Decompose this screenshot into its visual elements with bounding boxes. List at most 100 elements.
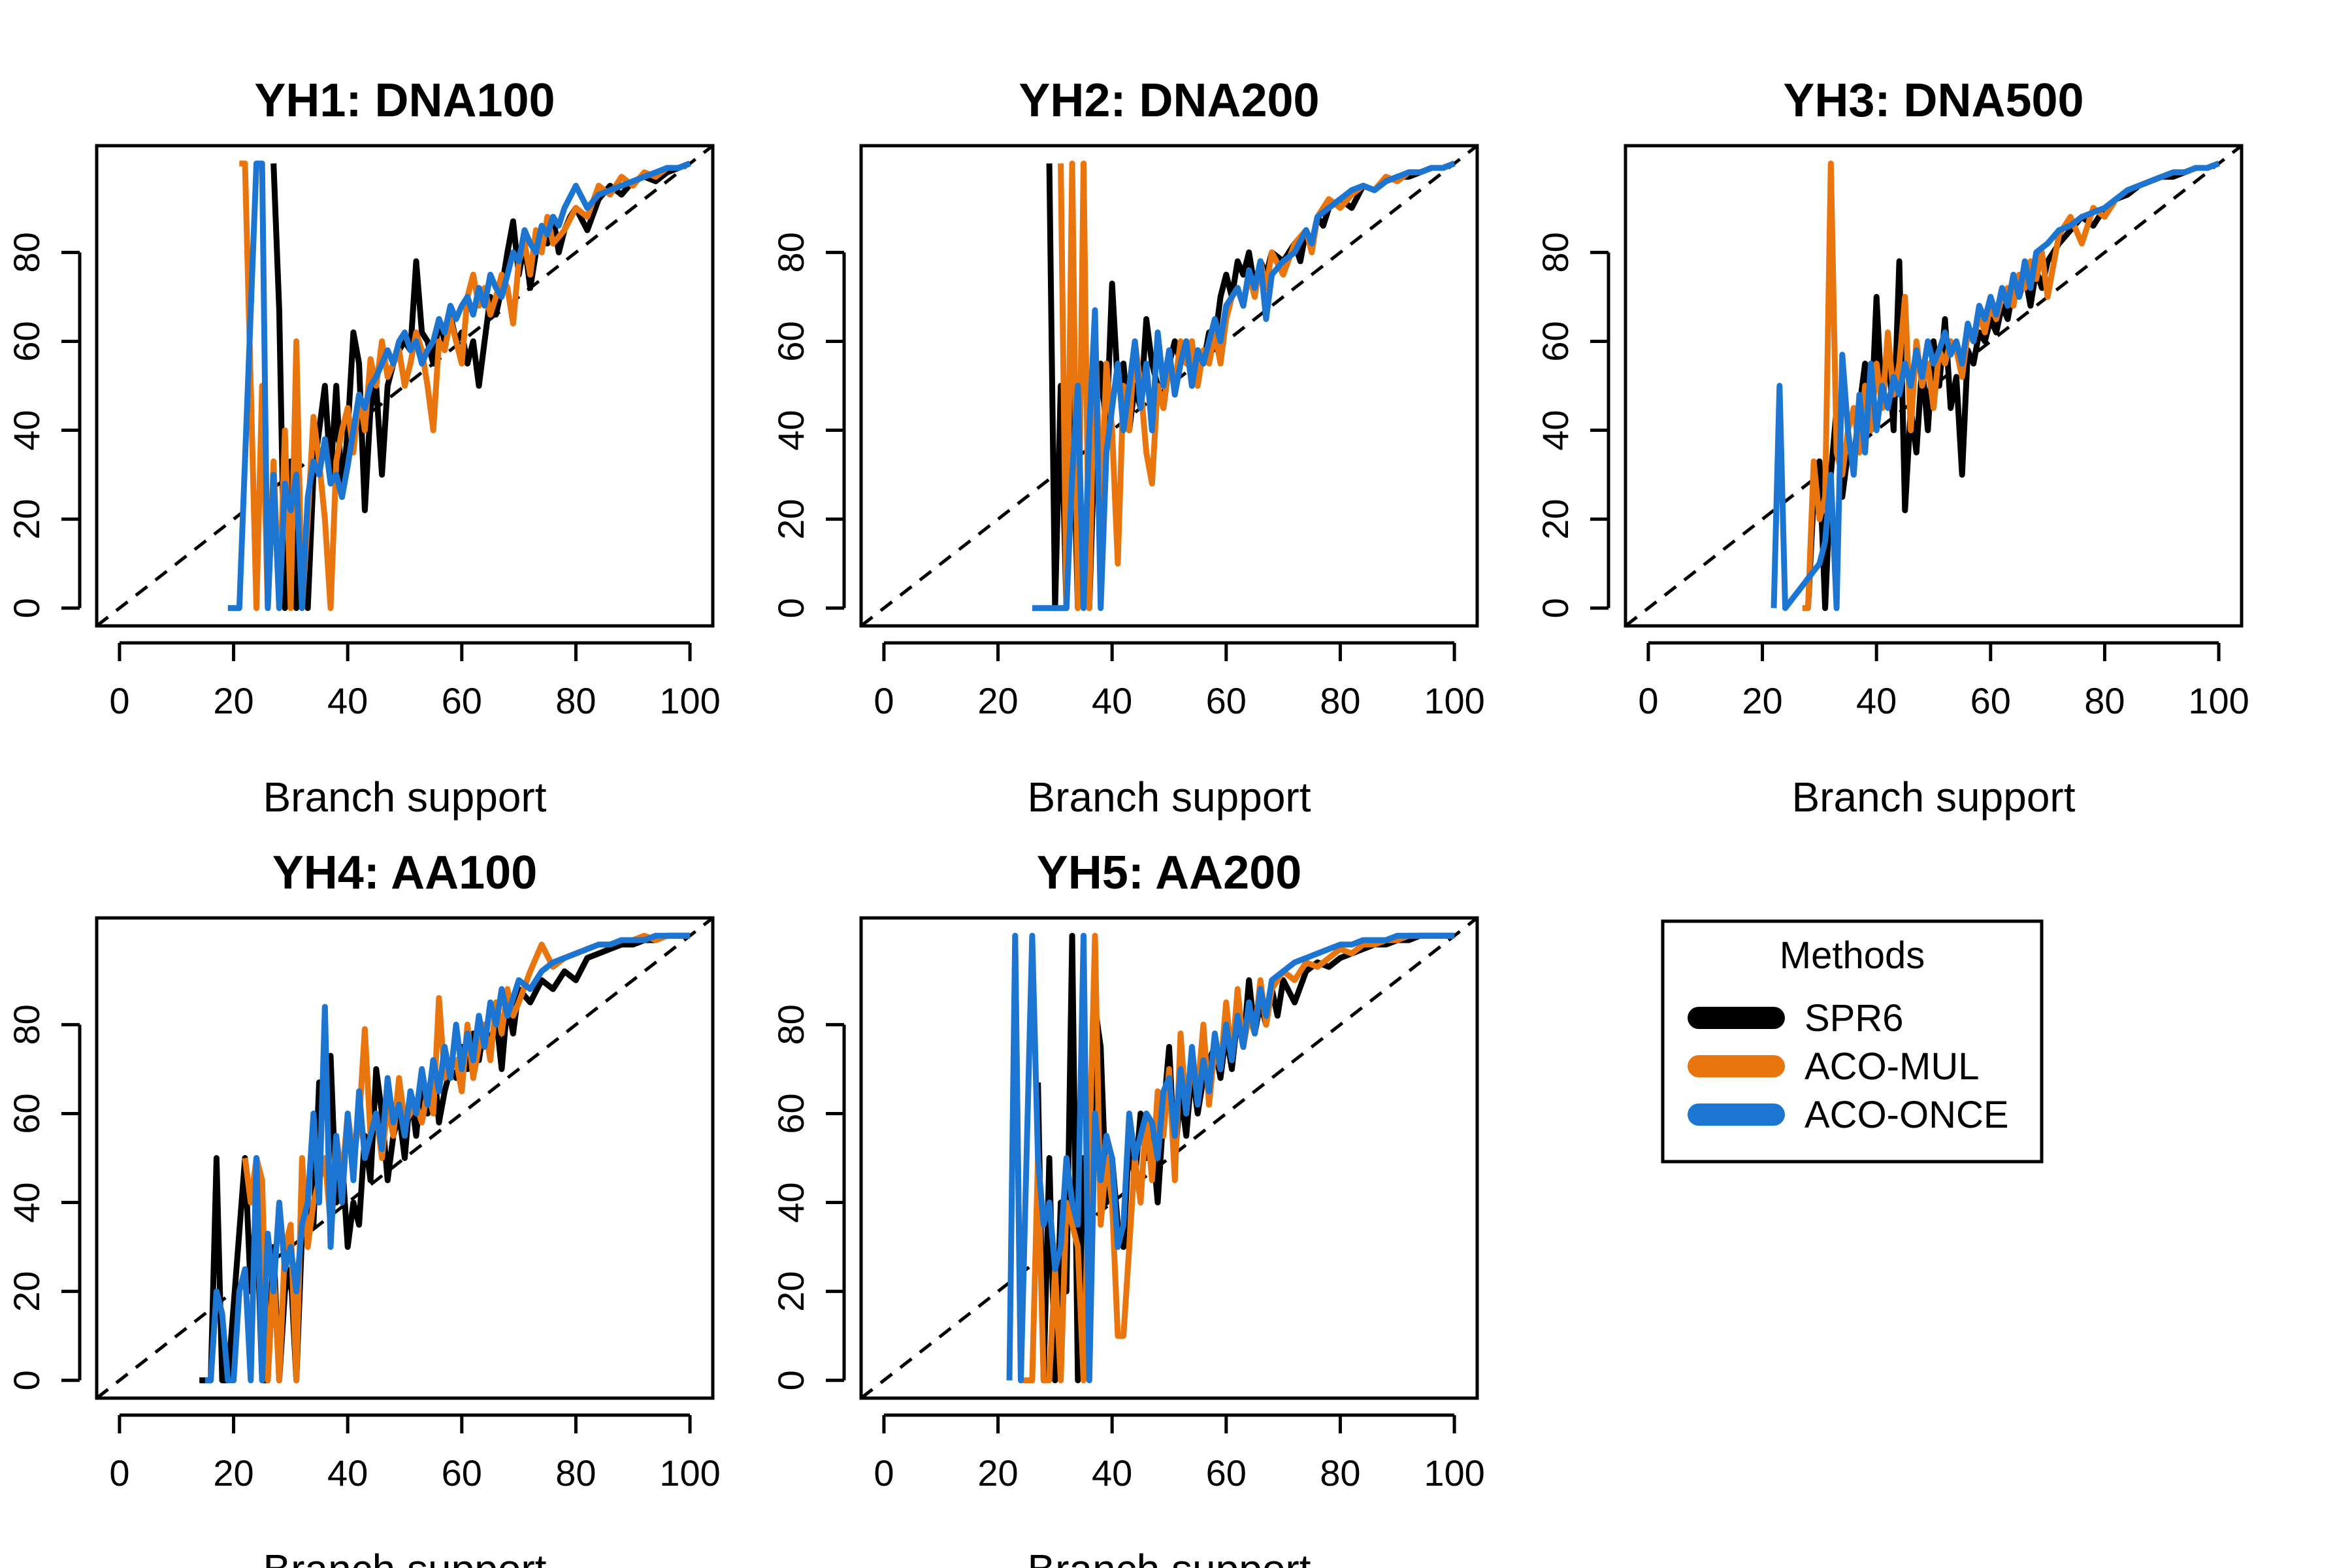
legend: Methods SPR6 ACO-MUL ACO-ONCE bbox=[1661, 919, 2044, 1164]
x-axis-title: Branch support bbox=[1027, 1546, 1311, 1568]
x-tick-label: 40 bbox=[327, 680, 368, 721]
x-axis-title: Branch support bbox=[1791, 774, 2075, 821]
x-tick-label: 60 bbox=[442, 680, 482, 721]
x-tick-label: 80 bbox=[555, 1452, 596, 1494]
y-tick-label: 40 bbox=[770, 1182, 811, 1222]
x-axis-title: Branch support bbox=[1027, 774, 1311, 821]
panel-5: YH5: AA200 0 20 40 60 80 100 Branch support 0 20 4… bbox=[770, 847, 1485, 1568]
x-axis: 0 20 40 60 80 100 Branch support bbox=[109, 641, 721, 821]
x-tick-label: 60 bbox=[1970, 680, 2011, 721]
x-tick-label: 60 bbox=[1206, 680, 1247, 721]
reference-diagonal bbox=[95, 144, 714, 627]
y-tick-label: 0 bbox=[770, 598, 811, 618]
panel-title: YH5: AA200 bbox=[1037, 847, 1302, 899]
plot-frame bbox=[95, 144, 715, 628]
plot-frame bbox=[95, 916, 715, 1400]
y-axis: 0 20 40 60 80 bbox=[770, 232, 846, 618]
series-line-aco-once bbox=[204, 932, 691, 1384]
y-tick-label: 0 bbox=[6, 1370, 47, 1390]
x-tick-label: 100 bbox=[659, 1452, 720, 1494]
y-axis: 0 20 40 60 80 bbox=[6, 232, 82, 618]
x-tick-label: 100 bbox=[1424, 1452, 1484, 1494]
x-tick-label: 60 bbox=[442, 1452, 482, 1494]
panel-1: YH1: DNA100 0 20 40 60 80 100 Branch support 0 20… bbox=[6, 74, 721, 821]
x-tick-label: 20 bbox=[1742, 680, 1782, 721]
x-tick-label: 40 bbox=[327, 1452, 368, 1494]
x-tick-label: 20 bbox=[213, 1452, 253, 1494]
y-tick-label: 20 bbox=[6, 499, 47, 540]
reference-diagonal bbox=[95, 917, 714, 1399]
y-tick-label: 60 bbox=[6, 321, 47, 361]
y-tick-label: 80 bbox=[770, 1004, 811, 1045]
legend-label-aco-mul: ACO-MUL bbox=[1805, 1045, 1979, 1088]
legend-label-spr6: SPR6 bbox=[1805, 997, 1904, 1039]
x-tick-label: 100 bbox=[659, 680, 720, 721]
y-tick-label: 0 bbox=[6, 598, 47, 618]
x-axis-title: Branch support bbox=[263, 774, 546, 821]
x-tick-label: 20 bbox=[977, 680, 1018, 721]
y-tick-label: 40 bbox=[6, 410, 47, 450]
plot-frame bbox=[1624, 144, 2244, 628]
reference-diagonal bbox=[860, 917, 1478, 1399]
y-tick-label: 60 bbox=[1535, 321, 1576, 361]
x-tick-label: 80 bbox=[2084, 680, 2125, 721]
x-tick-label: 0 bbox=[874, 680, 894, 721]
x-tick-label: 60 bbox=[1206, 1452, 1247, 1494]
panel-3: YH3: DNA500 0 20 40 60 80 100 Branch support 0 20… bbox=[1535, 74, 2249, 821]
x-tick-label: 40 bbox=[1092, 680, 1132, 721]
y-tick-label: 0 bbox=[770, 1370, 811, 1390]
series-line-aco-once bbox=[1032, 161, 1456, 612]
x-tick-label: 100 bbox=[1424, 680, 1484, 721]
y-tick-label: 60 bbox=[770, 1093, 811, 1134]
y-tick-label: 40 bbox=[770, 410, 811, 450]
y-tick-label: 80 bbox=[1535, 232, 1576, 272]
x-tick-label: 0 bbox=[874, 1452, 894, 1494]
x-tick-label: 20 bbox=[977, 1452, 1018, 1494]
panel-title: YH3: DNA500 bbox=[1783, 74, 2083, 127]
y-tick-label: 20 bbox=[770, 1271, 811, 1312]
x-axis-title: Branch support bbox=[263, 1546, 546, 1568]
reference-diagonal bbox=[1624, 144, 2243, 627]
x-tick-label: 20 bbox=[213, 680, 253, 721]
x-axis: 0 20 40 60 80 100 Branch support bbox=[874, 641, 1485, 821]
y-axis: 0 20 40 60 80 bbox=[1535, 232, 1610, 618]
y-tick-label: 40 bbox=[1535, 410, 1576, 450]
y-tick-label: 80 bbox=[6, 1004, 47, 1045]
x-tick-label: 0 bbox=[109, 680, 129, 721]
y-tick-label: 60 bbox=[770, 321, 811, 361]
series-line-aco-once bbox=[1006, 932, 1455, 1384]
reference-diagonal bbox=[860, 144, 1478, 627]
panel-title: YH4: AA100 bbox=[272, 847, 538, 899]
y-tick-label: 0 bbox=[1535, 598, 1576, 618]
x-tick-label: 80 bbox=[555, 680, 596, 721]
y-tick-label: 80 bbox=[6, 232, 47, 272]
x-tick-label: 0 bbox=[1638, 680, 1658, 721]
x-axis: 0 20 40 60 80 100 Branch support bbox=[874, 1413, 1485, 1568]
legend-label-aco-once: ACO-ONCE bbox=[1805, 1094, 2009, 1136]
x-axis: 0 20 40 60 80 100 Branch support bbox=[1638, 641, 2249, 821]
x-tick-label: 80 bbox=[1320, 1452, 1360, 1494]
legend-title: Methods bbox=[1780, 934, 1925, 977]
panel-title: YH2: DNA200 bbox=[1019, 74, 1319, 127]
series-line-aco-once bbox=[227, 160, 691, 612]
y-tick-label: 60 bbox=[6, 1093, 47, 1134]
plot-frame bbox=[859, 144, 1479, 628]
y-tick-label: 80 bbox=[770, 232, 811, 272]
panel-4: YH4: AA100 0 20 40 60 80 100 Branch support 0 20 4… bbox=[6, 847, 721, 1568]
series-line-aco-once bbox=[1771, 161, 2220, 612]
panel-title: YH1: DNA100 bbox=[254, 74, 555, 127]
x-tick-label: 100 bbox=[2188, 680, 2249, 721]
y-tick-label: 20 bbox=[6, 1271, 47, 1312]
y-tick-label: 20 bbox=[770, 499, 811, 540]
y-tick-label: 40 bbox=[6, 1182, 47, 1222]
x-tick-label: 80 bbox=[1320, 680, 1360, 721]
panel-2: YH2: DNA200 0 20 40 60 80 100 Branch support 0 20… bbox=[770, 74, 1485, 821]
x-tick-label: 40 bbox=[1856, 680, 1897, 721]
x-axis: 0 20 40 60 80 100 Branch support bbox=[109, 1413, 721, 1568]
plot-frame bbox=[859, 916, 1479, 1400]
y-axis: 0 20 40 60 80 bbox=[770, 1004, 846, 1390]
y-tick-label: 20 bbox=[1535, 499, 1576, 540]
x-tick-label: 0 bbox=[109, 1452, 129, 1494]
